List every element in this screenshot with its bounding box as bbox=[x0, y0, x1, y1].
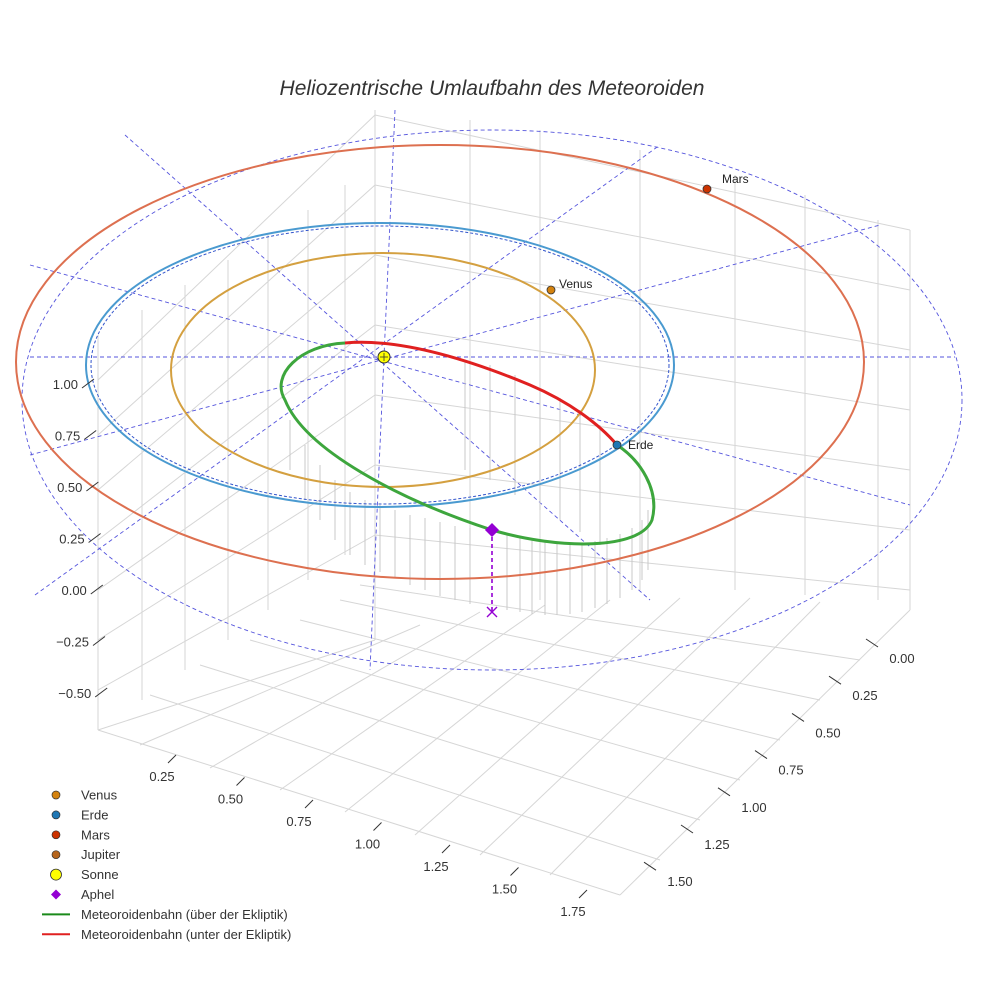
z-tick-label: −0.50 bbox=[58, 686, 91, 701]
legend-label: Aphel bbox=[81, 887, 114, 902]
y-tick-label: 1.00 bbox=[741, 800, 766, 815]
legend-label: Venus bbox=[81, 788, 118, 803]
z-tick-mark bbox=[81, 378, 95, 389]
venus-label: Venus bbox=[559, 277, 592, 291]
y-tick-mark bbox=[643, 861, 657, 871]
x-tick-mark bbox=[441, 844, 451, 854]
legend-label: Sonne bbox=[81, 867, 119, 882]
legend-item: Meteoroidenbahn (unter der Ekliptik) bbox=[42, 927, 291, 942]
legend-label: Mars bbox=[81, 827, 110, 842]
z-tick-label: 0.25 bbox=[59, 532, 84, 547]
x-tick-mark bbox=[373, 822, 382, 831]
mars-marker bbox=[702, 184, 712, 194]
aphelion-projection-x bbox=[486, 606, 498, 618]
meteoroid-orbit-above bbox=[279, 341, 656, 546]
x-tick-mark bbox=[510, 867, 519, 876]
y-tick-mark bbox=[828, 675, 842, 685]
x-tick-mark bbox=[236, 777, 245, 786]
legend-marker bbox=[51, 850, 61, 860]
legend: Venus Erde Mars Jupiter Sonne Aphel Meteoroide… bbox=[42, 788, 291, 942]
z-tick-label: 0.00 bbox=[61, 583, 86, 598]
z-tick-mark bbox=[90, 584, 104, 595]
meteoroid-orbit-below bbox=[344, 340, 619, 446]
y-tick-mark bbox=[680, 824, 694, 834]
z-tick-mark bbox=[92, 636, 106, 646]
y-tick-label: 1.50 bbox=[667, 874, 692, 889]
sun-marker bbox=[377, 350, 391, 364]
legend-label: Jupiter bbox=[81, 847, 121, 862]
z-tick-label: −0.25 bbox=[56, 635, 89, 650]
x-tick-label: 1.75 bbox=[560, 904, 585, 919]
y-tick-label: 0.75 bbox=[778, 763, 803, 778]
legend-marker bbox=[51, 810, 61, 820]
grid-box bbox=[97, 110, 911, 896]
legend-label: Erde bbox=[81, 807, 108, 822]
legend-label: Meteoroidenbahn (über der Ekliptik) bbox=[81, 907, 288, 922]
x-tick-label: 0.25 bbox=[149, 769, 174, 784]
x-tick-mark bbox=[578, 889, 588, 899]
x-tick-mark bbox=[304, 799, 314, 809]
x-tick-label: 1.00 bbox=[355, 837, 380, 852]
x-tick-label: 1.50 bbox=[492, 882, 517, 897]
z-tick-label: 0.75 bbox=[55, 429, 80, 444]
erde-marker bbox=[612, 440, 622, 450]
legend-marker bbox=[50, 868, 62, 881]
x-tick-label: 0.50 bbox=[218, 792, 243, 807]
y-tick-mark bbox=[865, 638, 879, 648]
x-tick-mark bbox=[167, 754, 177, 764]
z-tick-mark bbox=[83, 430, 97, 440]
legend-item: Aphel bbox=[51, 887, 114, 902]
legend-label: Meteoroidenbahn (unter der Ekliptik) bbox=[81, 927, 291, 942]
legend-item: Venus bbox=[51, 788, 118, 803]
x-tick-label: 1.25 bbox=[423, 859, 448, 874]
legend-item: Mars bbox=[51, 827, 110, 842]
z-tick-mark bbox=[86, 481, 99, 492]
z-tick-label: 1.00 bbox=[53, 377, 78, 392]
chart-title: Heliozentrische Umlaufbahn des Meteoroid… bbox=[280, 77, 705, 100]
z-axis: 1.00 0.75 0.50 0.25 0.00 −0.25 −0.50 bbox=[53, 377, 108, 701]
legend-item: Meteoroidenbahn (über der Ekliptik) bbox=[42, 907, 288, 922]
erde-orbit bbox=[85, 222, 675, 508]
mars-label: Mars bbox=[722, 172, 749, 186]
y-tick-label: 0.50 bbox=[815, 725, 840, 740]
mars-orbit bbox=[15, 144, 865, 580]
erde-orbit-inner bbox=[90, 225, 670, 505]
drop-lines bbox=[289, 360, 649, 615]
legend-item: Sonne bbox=[50, 867, 119, 882]
venus-orbit bbox=[170, 252, 596, 488]
venus-marker bbox=[546, 285, 556, 295]
z-tick-label: 0.50 bbox=[57, 480, 82, 495]
y-tick-mark bbox=[754, 750, 768, 760]
legend-item: Jupiter bbox=[51, 847, 121, 862]
legend-marker bbox=[51, 830, 61, 840]
legend-marker bbox=[51, 889, 61, 900]
y-tick-label: 1.25 bbox=[704, 837, 729, 852]
z-tick-mark bbox=[94, 687, 108, 698]
z-tick-mark bbox=[88, 533, 101, 543]
legend-marker bbox=[51, 790, 61, 800]
erde-label: Erde bbox=[628, 438, 654, 452]
x-tick-label: 0.75 bbox=[286, 814, 311, 829]
legend-item: Erde bbox=[51, 807, 108, 822]
y-tick-label: 0.25 bbox=[852, 688, 877, 703]
y-axis: 0.00 0.25 0.50 0.75 1.00 1.25 1.50 bbox=[643, 638, 915, 889]
y-tick-mark bbox=[791, 712, 805, 722]
y-tick-label: 0.00 bbox=[889, 651, 914, 666]
x-axis: 0.25 0.50 0.75 1.00 1.25 1.50 1.75 bbox=[149, 754, 588, 919]
aphelion-diamond bbox=[485, 523, 499, 537]
y-tick-mark bbox=[717, 787, 731, 797]
